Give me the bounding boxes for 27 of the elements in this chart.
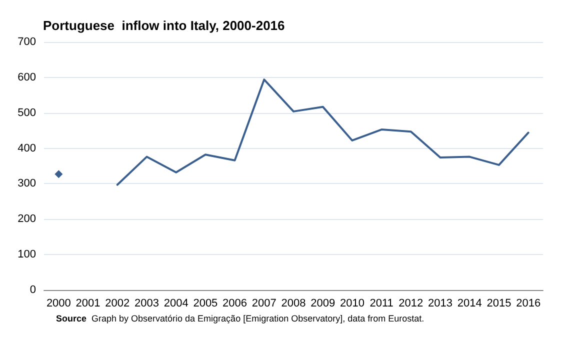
- x-tick-label: 2008: [281, 298, 306, 310]
- x-tick-label: 2011: [370, 298, 394, 310]
- chart-title: Portuguese inflow into Italy, 2000-2016: [43, 18, 285, 33]
- x-tick-label: 2010: [340, 298, 364, 310]
- y-tick-label: 400: [18, 142, 36, 154]
- x-tick-label: 2001: [76, 298, 100, 310]
- x-tick-label: 2005: [193, 298, 218, 310]
- x-tick-label: 2016: [516, 298, 541, 310]
- y-tick-label: 200: [18, 213, 36, 226]
- x-tick-label: 2012: [398, 298, 424, 310]
- x-tick-label: 2006: [222, 298, 248, 310]
- y-tick-label: 600: [18, 71, 36, 84]
- x-tick-label: 2009: [310, 298, 336, 310]
- x-tick-label: 2007: [252, 298, 276, 310]
- x-tick-label: 2000: [46, 298, 71, 310]
- y-tick-label: 300: [18, 178, 36, 190]
- x-tick-label: 2002: [105, 298, 130, 310]
- x-tick-label: 2015: [486, 298, 512, 310]
- y-tick-label: 100: [18, 248, 36, 261]
- y-tick-label: 500: [18, 106, 36, 119]
- x-tick-label: 2014: [457, 298, 482, 310]
- x-tick-label: 2013: [428, 298, 453, 310]
- x-tick-label: 2004: [164, 298, 188, 310]
- y-tick-label: 0: [30, 284, 36, 296]
- x-tick-label: 2003: [134, 298, 159, 310]
- source-note: Source Graph by Observatório da Emigração [Emigration Observatory], data from Eurostat.: [56, 314, 424, 324]
- y-tick-label: 700: [18, 36, 36, 48]
